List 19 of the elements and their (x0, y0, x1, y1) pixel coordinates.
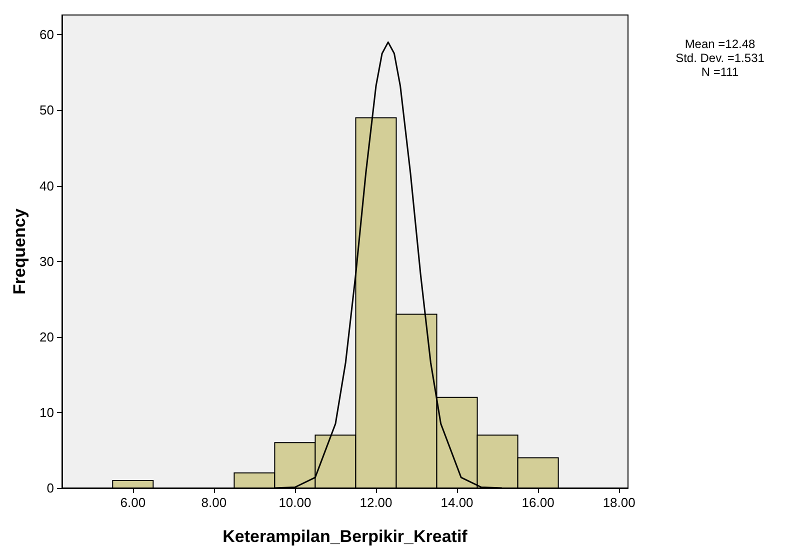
text: N =111 (701, 65, 739, 79)
y-tick-label: 0 (46, 480, 54, 496)
x-axis-title: Keterampilan_Berpikir_Kreatif (222, 527, 468, 546)
y-tick-label: 40 (40, 178, 54, 194)
text: Std. Dev. =1.531 (676, 51, 765, 65)
y-tick-label: 50 (40, 102, 54, 118)
y-tick-label: 30 (40, 254, 54, 269)
x-tick-label: 16.00 (522, 495, 554, 510)
y-tick-label: 10 (40, 404, 54, 420)
x-tick-label: 10.00 (278, 495, 312, 510)
x-tick-label: 6.00 (120, 495, 146, 510)
y-tick-label: 60 (40, 27, 54, 42)
y-axis-title: Frequency (10, 208, 29, 294)
x-tick-label: 12.00 (360, 495, 392, 510)
x-tick-label: 8.00 (201, 495, 227, 510)
x-tick-label: 14.00 (440, 495, 474, 510)
y-tick-label: 20 (40, 329, 54, 344)
text: Mean =12.48 (684, 37, 756, 51)
x-tick-label: 18.00 (602, 495, 636, 510)
